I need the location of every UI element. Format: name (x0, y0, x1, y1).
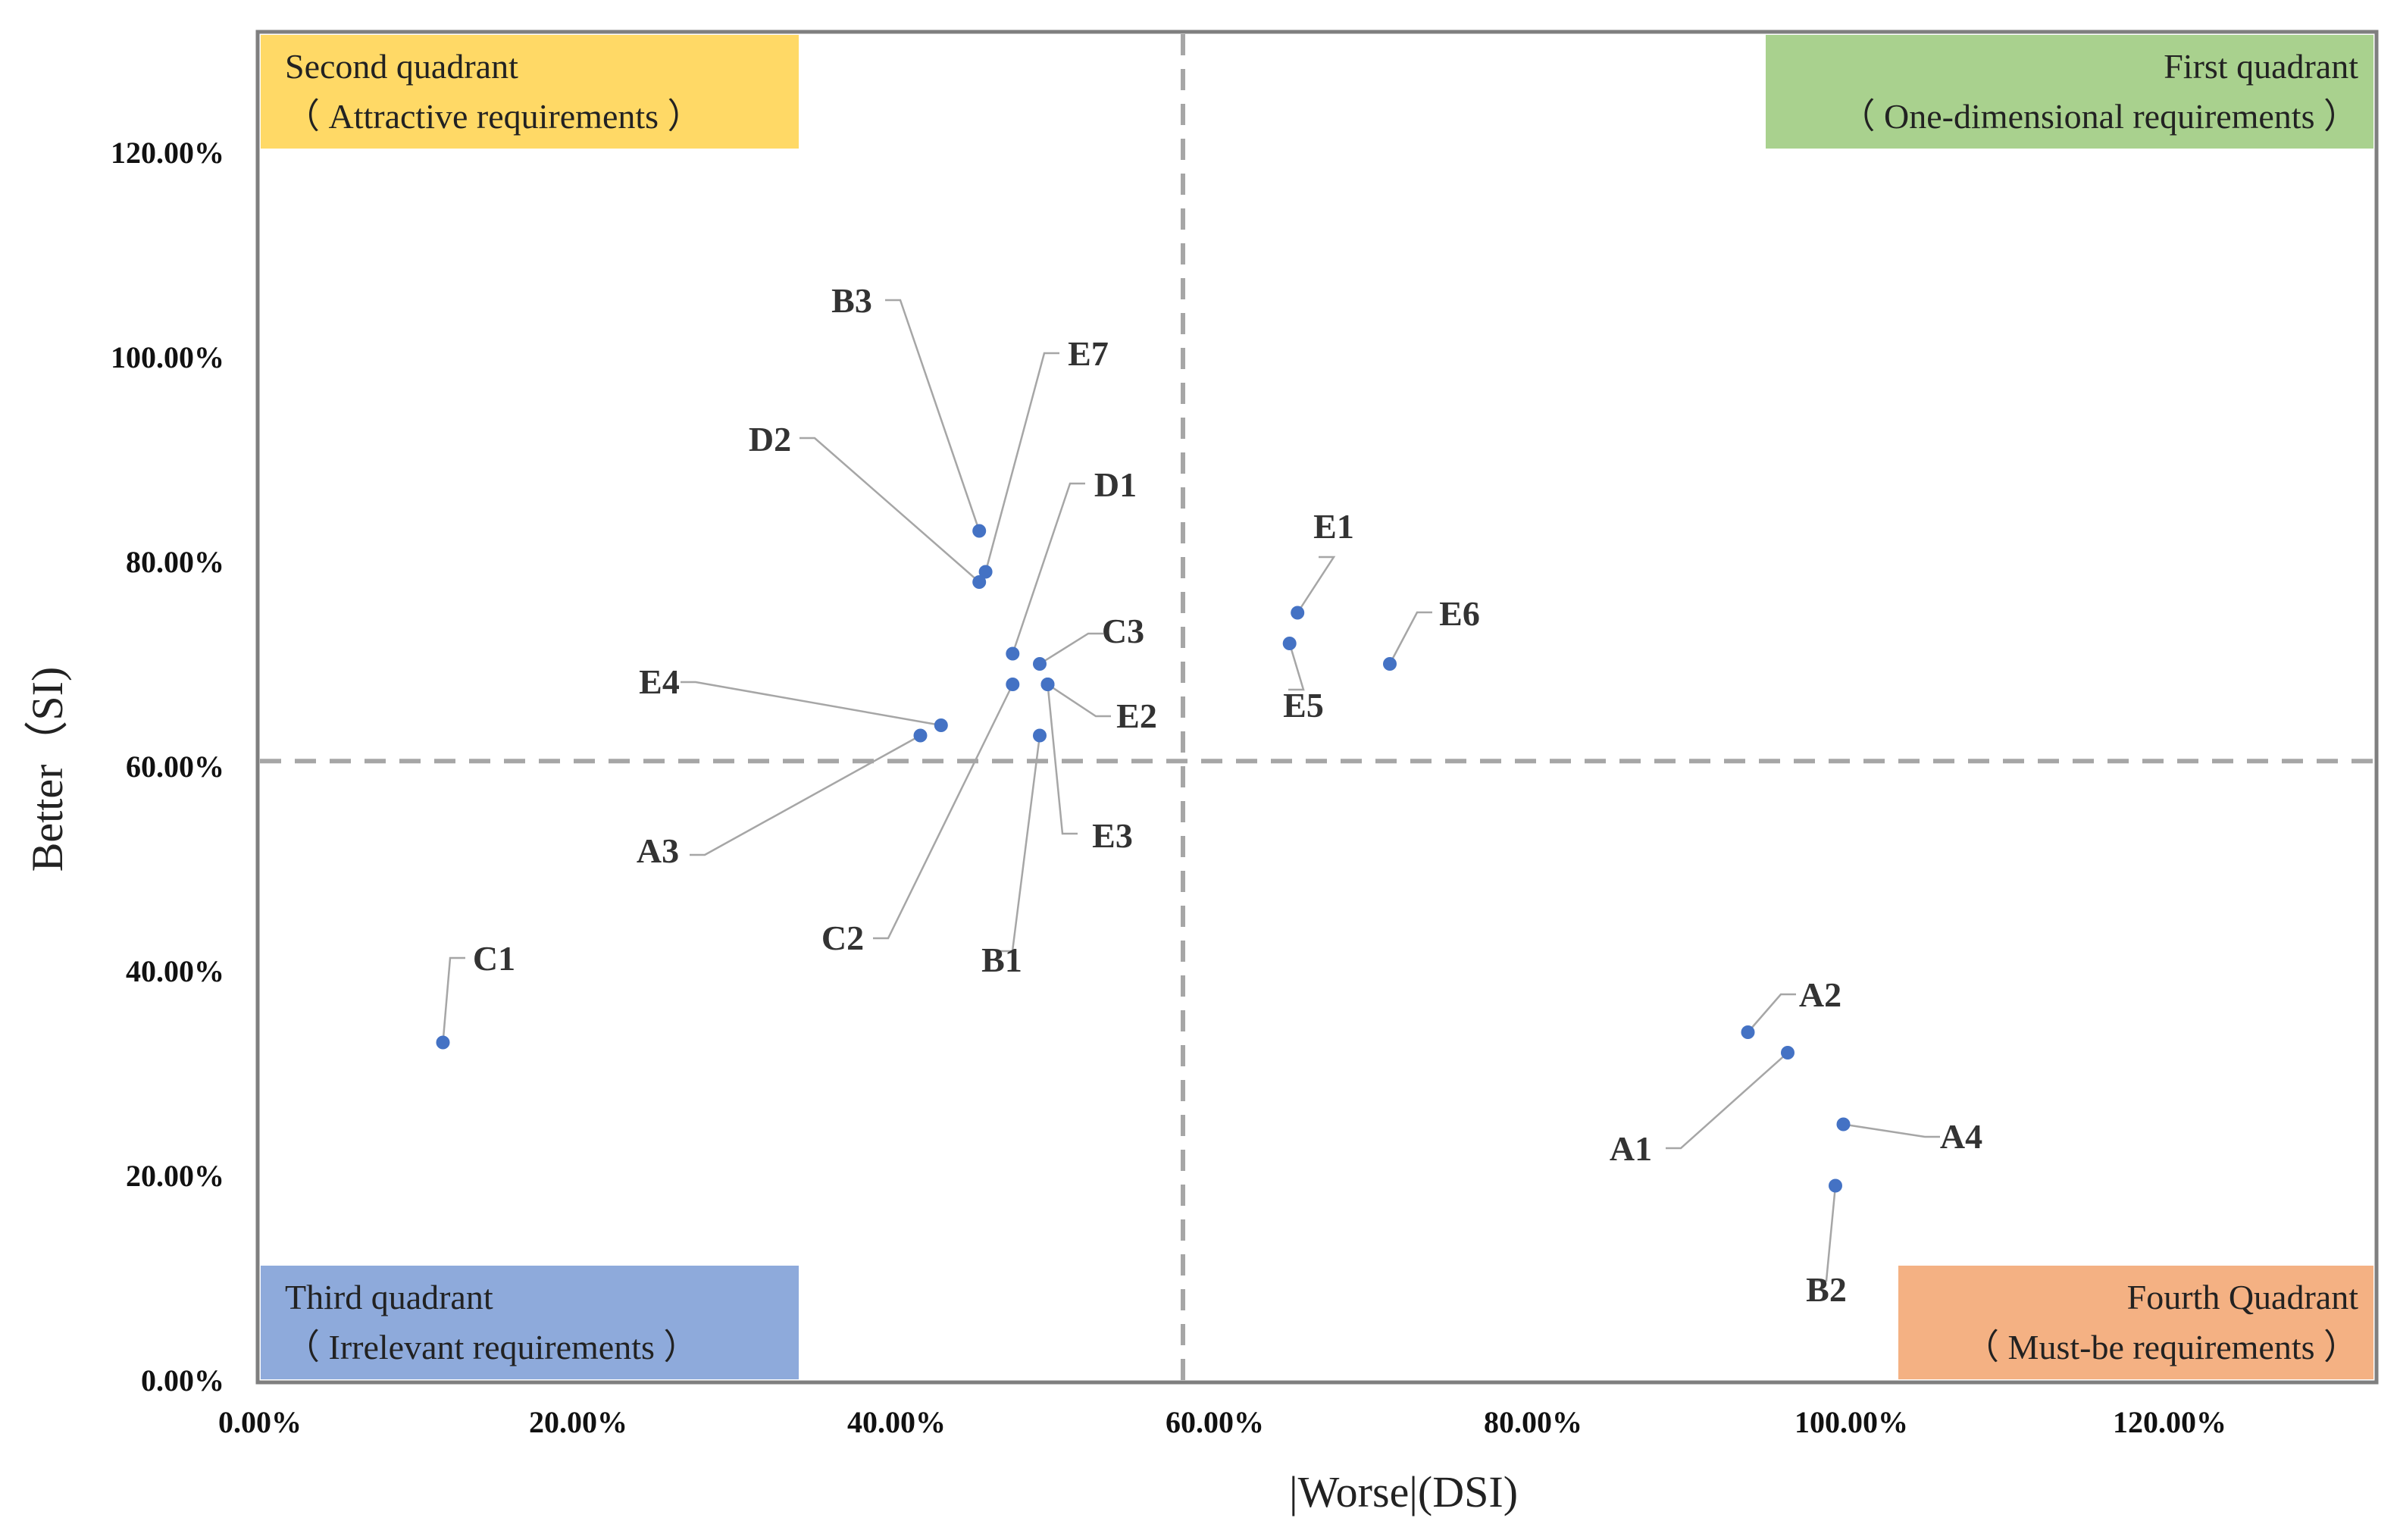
leader-line-b1 (997, 735, 1041, 953)
point-label-d2: D2 (749, 420, 791, 459)
y-tick-label: 100.00% (111, 340, 224, 374)
point-label-d1: D1 (1094, 465, 1137, 504)
data-point-e6 (1383, 657, 1397, 671)
quadrant-subtitle-q3: （ Irrelevant requirements ） (285, 1328, 698, 1366)
leader-line-e7 (984, 352, 1059, 572)
y-tick-label: 40.00% (126, 954, 224, 988)
quadrant-box-q3 (261, 1266, 799, 1379)
y-tick-label: 60.00% (126, 750, 224, 784)
point-label-b1: B1 (981, 941, 1022, 979)
data-point-c3 (1033, 657, 1047, 671)
quadrant-title-q1: First quadrant (2164, 47, 2358, 86)
point-label-a3: A3 (637, 831, 679, 870)
data-point-d2 (972, 575, 987, 589)
leader-line-e6 (1388, 611, 1432, 665)
y-tick-label: 0.00% (141, 1363, 224, 1398)
y-tick-label: 120.00% (111, 136, 224, 170)
data-point-e1 (1291, 606, 1305, 620)
point-label-c1: C1 (473, 939, 515, 978)
point-label-c3: C3 (1102, 612, 1144, 650)
quadrant-subtitle-q1: （ One-dimensional requirements ） (1841, 97, 2358, 136)
x-tick-label: 100.00% (1795, 1405, 1908, 1439)
leader-line-b2 (1811, 1185, 1837, 1282)
data-point-c1 (436, 1035, 450, 1050)
quadrant-title-q3: Third quadrant (285, 1278, 493, 1316)
leader-line-a3 (690, 734, 922, 856)
x-tick-label: 20.00% (529, 1405, 627, 1439)
point-label-e1: E1 (1313, 507, 1354, 546)
x-tick-label: 60.00% (1166, 1405, 1264, 1439)
point-label-a4: A4 (1940, 1117, 1982, 1156)
quadrant-title-q2: Second quadrant (285, 47, 518, 86)
quadrant-box-q2 (261, 35, 799, 149)
x-tick-label: 80.00% (1484, 1405, 1582, 1439)
y-axis-title: Better（SI) (23, 667, 72, 872)
leader-line-e3 (1047, 684, 1078, 835)
quadrant-box-q1 (1766, 35, 2373, 149)
data-point-b3 (972, 524, 987, 538)
point-label-b2: B2 (1806, 1270, 1847, 1309)
point-label-e3: E3 (1092, 816, 1133, 855)
x-tick-label: 40.00% (847, 1405, 946, 1439)
point-label-b3: B3 (831, 281, 872, 320)
quadrant-title-q4: Fourth Quadrant (2127, 1278, 2359, 1316)
data-point-d1 (1006, 646, 1020, 661)
leader-line-e4 (681, 681, 942, 727)
leader-line-c1 (442, 956, 465, 1043)
leader-line-d1 (1012, 482, 1085, 654)
point-label-e4: E4 (639, 662, 680, 701)
plot-frame (255, 30, 2379, 1385)
x-tick-label: 0.00% (218, 1405, 302, 1439)
point-label-c2: C2 (821, 919, 864, 957)
quadrant-box-q4 (1898, 1266, 2373, 1379)
leader-line-d2 (799, 437, 981, 583)
leader-line-e5 (1288, 643, 1305, 691)
leader-line-b3 (885, 299, 981, 531)
data-point-e7 (978, 565, 993, 579)
leader-line-e2 (1047, 683, 1111, 718)
x-tick-label: 120.00% (2113, 1405, 2226, 1439)
point-label-e2: E2 (1116, 696, 1157, 735)
leader-line-c3 (1039, 632, 1103, 665)
leader-line-a1 (1666, 1052, 1788, 1150)
leader-line-a4 (1843, 1123, 1940, 1138)
leader-line-c2 (873, 684, 1014, 940)
data-point-a2 (1741, 1025, 1755, 1039)
point-label-e6: E6 (1439, 594, 1480, 633)
leader-line-e1 (1297, 556, 1336, 614)
y-tick-label: 80.00% (126, 545, 224, 579)
point-label-e7: E7 (1068, 334, 1109, 373)
data-point-a3 (913, 728, 928, 743)
data-point-e5 (1282, 637, 1297, 650)
leader-line-a2 (1747, 993, 1796, 1033)
x-axis-title: |Worse|(DSI) (1289, 1467, 1518, 1517)
data-point-e3 (1040, 678, 1055, 691)
data-point-b2 (1829, 1178, 1842, 1193)
data-point-a4 (1836, 1117, 1851, 1132)
quadrant-subtitle-q4: （ Must-be requirements ） (1964, 1328, 2358, 1366)
quadrant-subtitle-q2: （ Attractive requirements ） (285, 97, 702, 136)
y-tick-label: 20.00% (126, 1159, 224, 1193)
data-point-a1 (1781, 1046, 1795, 1060)
data-point-e4 (934, 718, 948, 732)
data-point-c2 (1006, 678, 1020, 691)
point-label-e5: E5 (1283, 686, 1324, 725)
point-label-a1: A1 (1610, 1129, 1652, 1168)
data-point-b1 (1033, 728, 1047, 743)
point-label-a2: A2 (1799, 975, 1841, 1014)
